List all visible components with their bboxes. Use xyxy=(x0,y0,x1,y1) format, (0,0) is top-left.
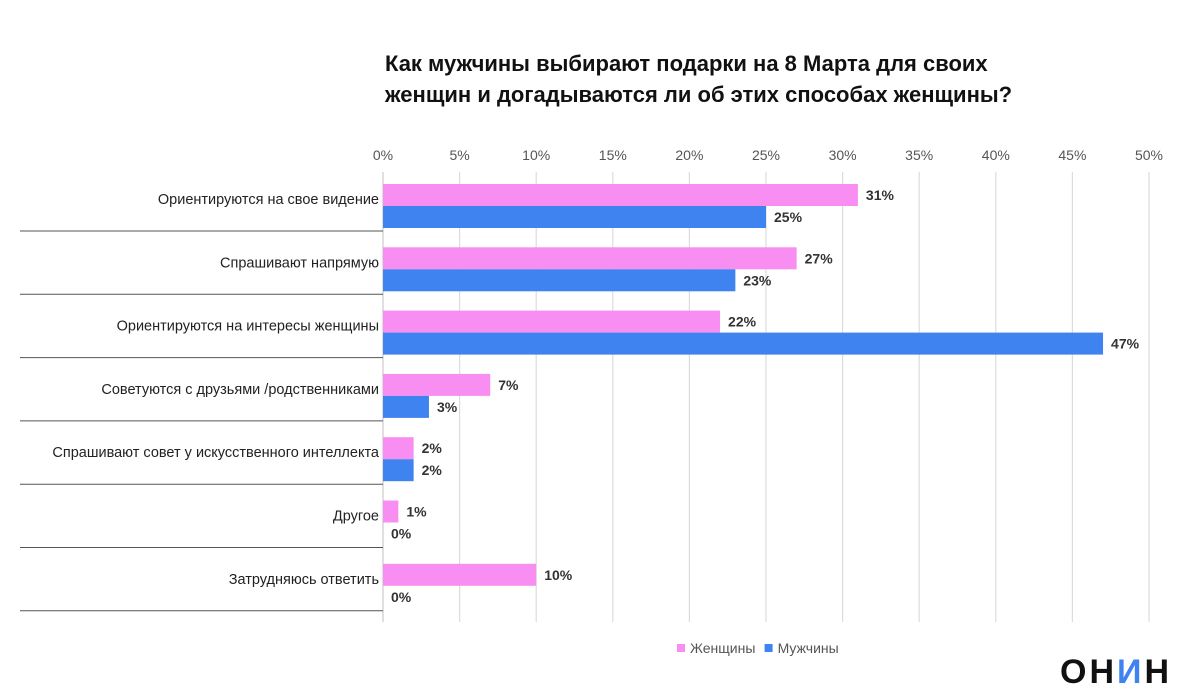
bar-men xyxy=(383,206,766,228)
data-label: 0% xyxy=(391,526,412,542)
data-label: 23% xyxy=(743,272,772,288)
x-tick-label: 30% xyxy=(829,147,857,163)
bar-women xyxy=(383,247,797,270)
category-label: Другое xyxy=(333,509,379,525)
chart-title-line: женщин и догадываются ли об этих способа… xyxy=(384,82,1012,107)
x-tick-label: 45% xyxy=(1058,147,1086,163)
bar-men xyxy=(383,332,1104,355)
category-label: Затрудняюсь ответить xyxy=(229,572,379,588)
brand-logo: ОНИН xyxy=(1060,653,1172,691)
data-label: 22% xyxy=(728,314,757,330)
bar-men xyxy=(383,395,429,418)
data-label: 31% xyxy=(866,187,895,203)
category-label: Спрашивают совет у искусственного интелл… xyxy=(52,445,380,461)
bar-women xyxy=(383,563,537,586)
bar-women xyxy=(383,437,414,460)
bar-men xyxy=(383,459,414,482)
chart-title-line: Как мужчины выбирают подарки на 8 Марта … xyxy=(385,51,988,76)
legend-label: Женщины xyxy=(690,640,755,656)
data-label: 7% xyxy=(498,377,519,393)
x-tick-label: 5% xyxy=(449,147,469,163)
data-label: 47% xyxy=(1111,336,1140,352)
category-label: Ориентируются на интересы женщины xyxy=(117,319,379,335)
category-labels: Ориентируются на свое видение Спрашивают … xyxy=(20,192,383,612)
bar-men xyxy=(383,269,736,292)
bars: 31% 25% 27% 23% 22% 47% 7% 3% 2% 2% 1% 0% 10% 0% xyxy=(383,184,1140,605)
legend-swatch xyxy=(677,644,685,652)
data-label: 10% xyxy=(544,567,573,583)
x-tick-label: 25% xyxy=(752,147,780,163)
bar-women xyxy=(383,500,399,523)
data-label: 2% xyxy=(422,440,443,456)
x-tick-label: 40% xyxy=(982,147,1010,163)
chart-title: Как мужчины выбирают подарки на 8 Марта … xyxy=(384,51,1012,107)
x-tick-label: 20% xyxy=(675,147,703,163)
grid-lines xyxy=(382,172,1150,622)
legend-label: Мужчины xyxy=(778,640,839,656)
bar-women xyxy=(383,373,491,396)
data-label: 0% xyxy=(391,589,412,605)
x-tick-label: 10% xyxy=(522,147,550,163)
x-tick-label: 50% xyxy=(1135,147,1163,163)
x-axis-ticks: 0% 5% 10% 15% 20% 25% 30% 35% 40% 45% 50% xyxy=(373,147,1163,163)
data-label: 3% xyxy=(437,399,458,415)
data-label: 25% xyxy=(774,209,803,225)
category-label: Спрашивают напрямую xyxy=(220,255,379,271)
legend: Женщины Мужчины xyxy=(677,640,839,656)
x-tick-label: 35% xyxy=(905,147,933,163)
legend-swatch xyxy=(764,644,773,652)
data-label: 2% xyxy=(422,462,443,478)
category-label: Советуются с друзьями /родственниками xyxy=(101,382,379,398)
data-label: 1% xyxy=(406,504,427,520)
logo-text: ОНИН xyxy=(1060,653,1172,691)
data-label: 27% xyxy=(805,250,834,266)
bar-women xyxy=(383,184,858,206)
x-tick-label: 15% xyxy=(599,147,627,163)
category-label: Ориентируются на свое видение xyxy=(158,192,379,208)
x-tick-label: 0% xyxy=(373,147,393,163)
bar-women xyxy=(383,310,721,333)
